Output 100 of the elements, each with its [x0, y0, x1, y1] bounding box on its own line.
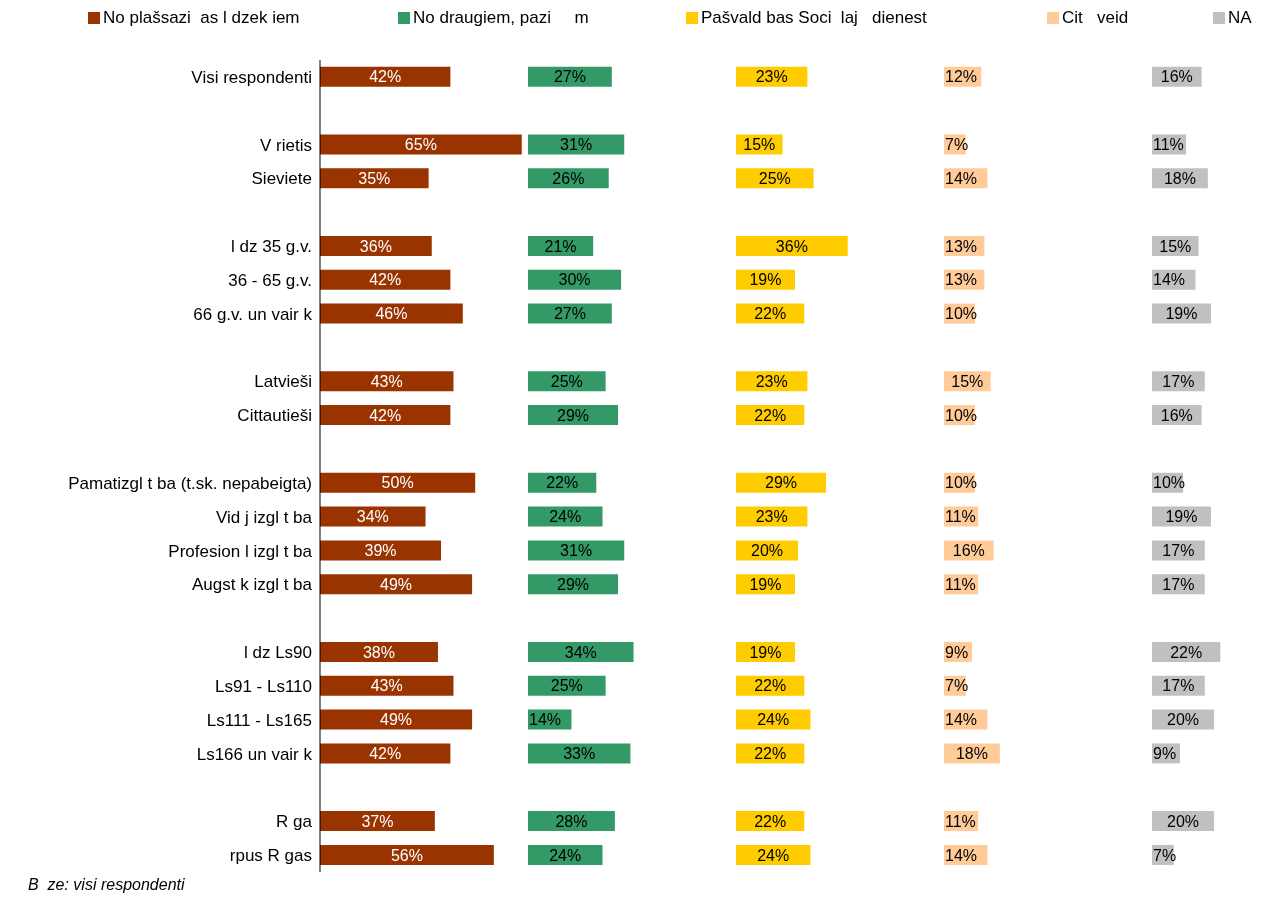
data-label: 43% — [370, 372, 403, 390]
data-label: 23% — [755, 372, 788, 390]
bar — [320, 844, 494, 865]
data-label: 43% — [370, 677, 403, 695]
data-label: 16% — [1160, 406, 1193, 424]
data-label: 9% — [1153, 745, 1177, 763]
data-label: 35% — [358, 169, 391, 187]
data-label: 11% — [945, 575, 976, 593]
y-tick-label: rpus R gas — [229, 846, 312, 866]
y-tick-label: Cittautieši — [237, 406, 312, 426]
data-label: 17% — [1162, 542, 1195, 560]
y-tick-label: Vid j izgl t ba — [215, 507, 313, 527]
data-label: 29% — [556, 406, 590, 424]
data-label: 16% — [1160, 68, 1193, 86]
data-label: 26% — [552, 169, 585, 187]
legend-label: Pašvald bas Soci laj dienest — [701, 8, 927, 28]
bar — [528, 641, 634, 662]
data-label: 46% — [375, 305, 408, 323]
data-label: 14% — [945, 711, 978, 729]
data-label: 42% — [369, 271, 402, 289]
legend-label: Cit veid — [1062, 8, 1129, 28]
data-label: 15% — [951, 372, 984, 390]
data-label: 65% — [404, 136, 437, 154]
data-label: 31% — [560, 542, 593, 560]
data-label: 11% — [1153, 136, 1184, 154]
y-tick-label: l dz Ls90 — [243, 643, 312, 663]
data-label: 12% — [945, 68, 978, 86]
data-label: 23% — [755, 508, 788, 526]
data-label: 34% — [356, 508, 389, 526]
bar — [320, 405, 451, 426]
y-tick-label: Visi respondenti — [191, 67, 312, 87]
data-label: 20% — [1167, 711, 1200, 729]
bar — [320, 709, 473, 730]
bar — [320, 675, 454, 696]
data-label: 42% — [369, 406, 402, 424]
data-label: 13% — [945, 237, 978, 255]
data-label: 33% — [563, 745, 596, 763]
y-tick-label: Pamatizgl t ba (t.sk. nepabeigta) — [68, 473, 312, 493]
bar — [320, 811, 435, 832]
data-label: 38% — [362, 643, 395, 661]
data-label: 20% — [751, 542, 784, 560]
text: B ze: visi respondenti — [28, 876, 185, 894]
data-label: 30% — [558, 271, 591, 289]
data-label: 22% — [546, 474, 579, 492]
y-tick-label: Sieviete — [251, 169, 312, 189]
data-label: 19% — [749, 271, 782, 289]
data-label: 15% — [1159, 237, 1192, 255]
data-label: 11% — [945, 812, 976, 830]
data-label: 19% — [749, 643, 782, 661]
y-tick-label: R ga — [276, 812, 313, 832]
data-label: 22% — [754, 745, 787, 763]
data-label: 10% — [945, 305, 978, 323]
bar — [320, 303, 463, 324]
data-label: 25% — [758, 169, 791, 187]
y-tick-label: Augst k izgl t ba — [191, 575, 313, 595]
data-label: 34% — [564, 643, 597, 661]
bar — [736, 235, 848, 256]
data-label: 39% — [364, 542, 397, 560]
data-label: 42% — [369, 68, 402, 86]
data-label: 14% — [945, 169, 978, 187]
data-label: 37% — [361, 812, 394, 830]
data-label: 24% — [757, 846, 790, 864]
data-label: 22% — [754, 406, 787, 424]
data-label: 25% — [550, 372, 583, 390]
y-tick-label: 36 - 65 g.v. — [228, 270, 312, 290]
data-label: 16% — [952, 542, 985, 560]
data-label: 20% — [1167, 812, 1200, 830]
legend-label: No draugiem, pazi m — [413, 8, 589, 28]
data-label: 22% — [1170, 643, 1203, 661]
y-tick-label: Latvieši — [254, 372, 312, 392]
data-label: 22% — [754, 305, 787, 323]
data-label: 42% — [369, 745, 402, 763]
bar — [320, 66, 451, 87]
legend-label: NA — [1228, 8, 1252, 28]
data-label: 29% — [556, 575, 590, 593]
y-tick-label: Profesion l izgl t ba — [168, 541, 313, 561]
y-tick-label: V rietis — [260, 135, 312, 155]
y-tick-label: 66 g.v. un vair k — [193, 304, 313, 324]
bar — [320, 371, 454, 392]
data-label: 23% — [755, 68, 788, 86]
data-label: 29% — [764, 474, 798, 492]
data-label: 7% — [1153, 846, 1177, 864]
data-label: 24% — [549, 846, 582, 864]
data-label: 36% — [775, 237, 808, 255]
bar — [320, 574, 473, 595]
data-label: 50% — [381, 474, 414, 492]
data-label: 10% — [1153, 474, 1186, 492]
data-label: 10% — [945, 474, 978, 492]
legend-label: No plašsazi as l dzek iem — [103, 8, 300, 28]
data-label: 27% — [553, 305, 586, 323]
data-label: 13% — [945, 271, 978, 289]
data-label: 10% — [945, 406, 978, 424]
data-label: 21% — [544, 237, 577, 255]
data-label: 27% — [553, 68, 586, 86]
bar — [320, 743, 451, 764]
data-label: 17% — [1162, 677, 1195, 695]
data-label: 17% — [1162, 372, 1195, 390]
data-label: 19% — [1165, 508, 1198, 526]
data-label: 19% — [749, 575, 782, 593]
data-label: 18% — [955, 745, 988, 763]
